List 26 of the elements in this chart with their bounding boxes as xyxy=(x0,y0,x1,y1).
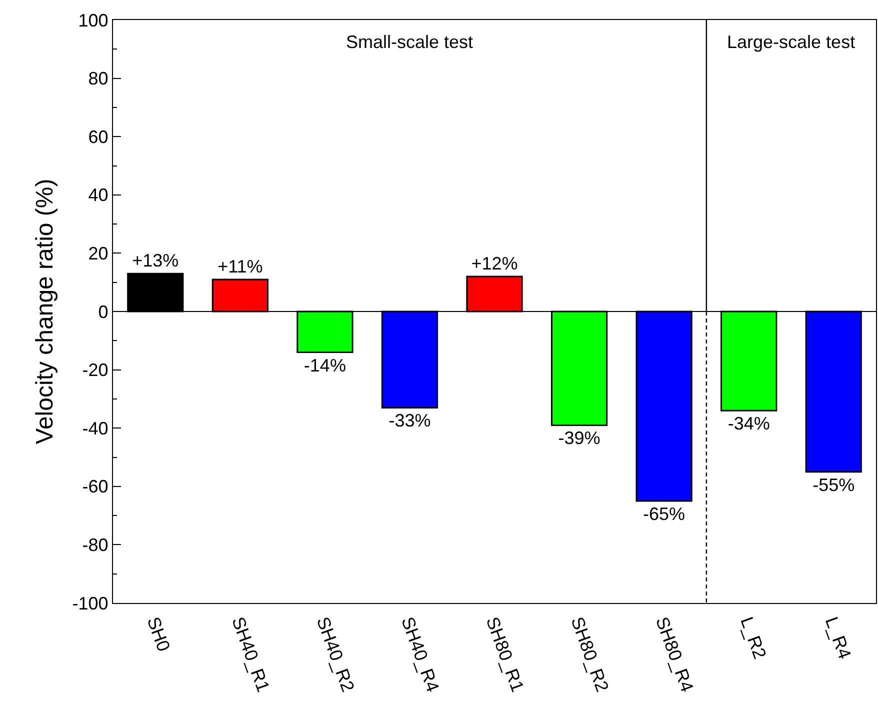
x-tick-label: L_R2 xyxy=(736,614,770,662)
y-tick-label: -60 xyxy=(82,476,108,497)
y-tick-label: 40 xyxy=(88,185,108,206)
y-tick-label: 20 xyxy=(88,244,108,264)
y-tick-label: -80 xyxy=(82,535,108,555)
y-tick-label: 0 xyxy=(98,302,108,322)
data-label: +13% xyxy=(132,250,179,271)
y-tick-label: -100 xyxy=(72,593,108,614)
y-axis-title: Velocity change ratio (%) xyxy=(31,178,58,444)
data-label: +12% xyxy=(471,254,518,274)
data-label: -33% xyxy=(388,410,431,431)
y-tick-label: 100 xyxy=(78,10,108,30)
data-label: -65% xyxy=(643,504,686,524)
data-label: -39% xyxy=(558,428,600,448)
annotation: Small-scale test xyxy=(346,32,474,52)
data-label: -14% xyxy=(304,355,346,376)
data-label: -34% xyxy=(728,414,770,434)
x-tick-label: SH0 xyxy=(143,614,174,654)
annotation: Large-scale test xyxy=(727,32,856,52)
y-tick-label: 60 xyxy=(88,126,108,147)
y-tick-label: -40 xyxy=(82,418,108,438)
y-tick-label: 80 xyxy=(88,68,108,89)
data-label: -55% xyxy=(812,474,855,495)
y-tick-label: -20 xyxy=(82,360,108,380)
data-label: +11% xyxy=(218,256,263,276)
x-tick-label: L_R4 xyxy=(821,614,855,662)
